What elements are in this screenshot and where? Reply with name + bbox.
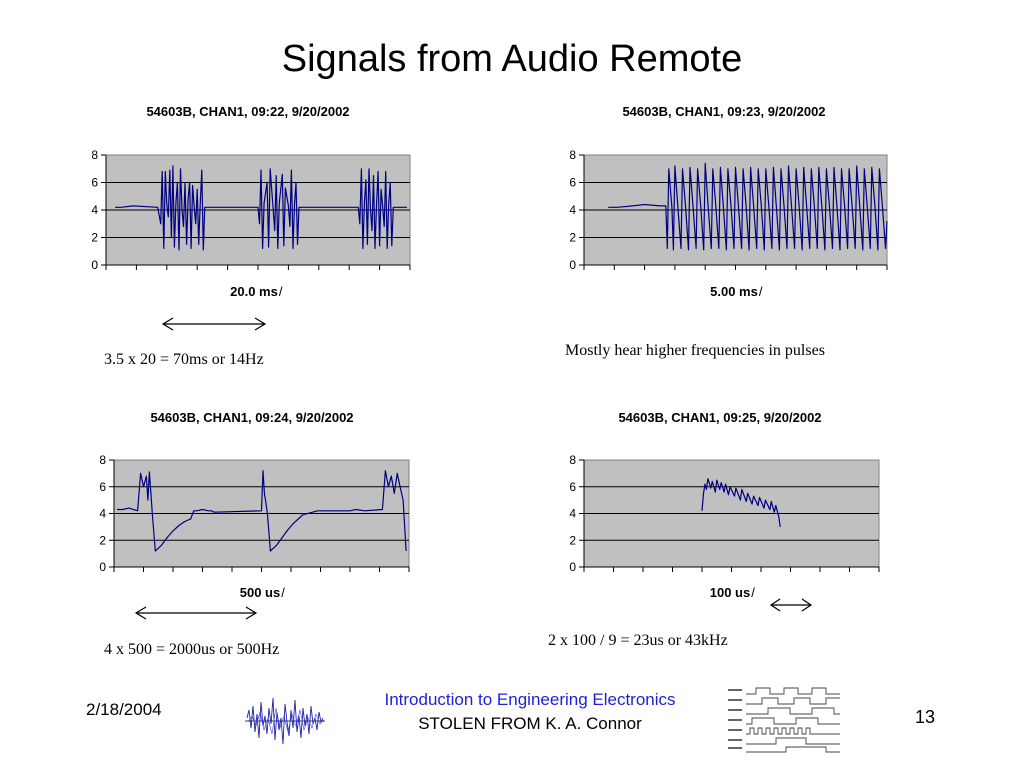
chart3-trace-line <box>117 470 407 552</box>
chart4-x-label-suffix: / <box>751 585 755 600</box>
note-500hz: 4 x 500 = 2000us or 500Hz <box>104 641 280 658</box>
chart1-trace-line <box>115 165 407 251</box>
chart1-x-label-suffix: / <box>279 284 283 299</box>
chart1-y-tick-label: 4 <box>91 203 98 217</box>
double-arrow-icon <box>161 317 267 331</box>
chart3-y-tick-label: 2 <box>99 533 106 547</box>
chart4-trace-line <box>701 478 781 527</box>
chart3-title: 54603B, CHAN1, 09:24, 9/20/2002 <box>150 410 353 425</box>
chart1-y-tick-label: 0 <box>91 258 98 272</box>
chart3-x-label: 500 us <box>240 585 280 600</box>
footer-attribution: STOLEN FROM K. A. Connor <box>352 714 708 734</box>
chart1-y-tick-label: 8 <box>91 148 98 162</box>
note-14hz: 3.5 x 20 = 70ms or 14Hz <box>104 351 264 368</box>
noise-waveform-logo <box>245 697 325 745</box>
chart4-y-tick-label: 4 <box>569 507 576 521</box>
slide-title: Signals from Audio Remote <box>281 38 743 80</box>
footer-date: 2/18/2004 <box>86 700 162 719</box>
chart3-y-tick-label: 0 <box>99 560 106 574</box>
chart3-y-tick-label: 8 <box>99 453 106 467</box>
chart3-x-label-suffix: / <box>281 585 285 600</box>
chart1-y-tick-label: 6 <box>91 176 98 190</box>
chart1-x-label: 20.0 ms <box>230 284 278 299</box>
chart4-x-label: 100 us <box>710 585 750 600</box>
stolen-from-label: STOLEN FROM <box>418 714 541 733</box>
chart4-y-tick-label: 8 <box>569 453 576 467</box>
chart4-y-tick-label: 0 <box>569 560 576 574</box>
timing-diagram-logo <box>728 687 840 753</box>
chart1-title: 54603B, CHAN1, 09:22, 9/20/2002 <box>146 104 349 119</box>
chart2-y-tick-label: 6 <box>569 176 576 190</box>
chart2-trace-line <box>608 162 888 251</box>
chart4-title: 54603B, CHAN1, 09:25, 9/20/2002 <box>618 410 821 425</box>
page-number: 13 <box>915 707 936 727</box>
footer-course-title: Introduction to Engineering Electronics <box>384 690 676 709</box>
chart4-y-tick-label: 6 <box>569 480 576 494</box>
chart2-y-tick-label: 0 <box>569 258 576 272</box>
chart3-y-tick-label: 6 <box>99 480 106 494</box>
chart2-y-tick-label: 4 <box>569 203 576 217</box>
chart2-y-tick-label: 2 <box>569 231 576 245</box>
chart2-x-label: 5.00 ms <box>710 284 758 299</box>
author-name: K. A. Connor <box>540 714 642 733</box>
chart1-y-tick-label: 2 <box>91 231 98 245</box>
chart2-y-tick-label: 8 <box>569 148 576 162</box>
double-arrow-icon <box>134 606 258 620</box>
chart2-title: 54603B, CHAN1, 09:23, 9/20/2002 <box>622 104 825 119</box>
note-43khz: 2 x 100 / 9 = 23us or 43kHz <box>548 632 728 649</box>
chart2-x-label-suffix: / <box>759 284 763 299</box>
chart4-y-tick-label: 2 <box>569 533 576 547</box>
chart3-y-tick-label: 4 <box>99 507 106 521</box>
double-arrow-icon <box>769 598 813 612</box>
note-higher-frequencies: Mostly hear higher frequencies in pulses <box>565 342 825 359</box>
